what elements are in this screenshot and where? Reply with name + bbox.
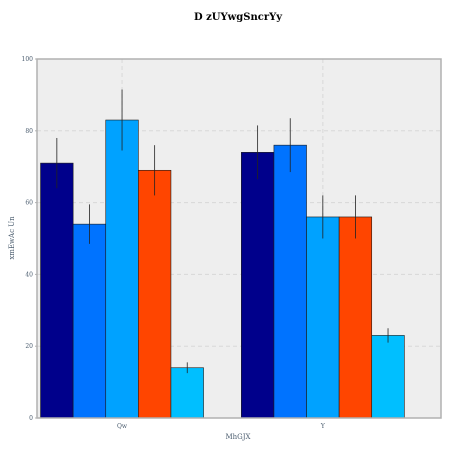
x-axis-label: MhGJX xyxy=(225,433,250,441)
x-tick-label: Qw xyxy=(117,423,128,430)
y-axis-label: xmEwAc Un xyxy=(8,216,16,260)
y-tick-label: 40 xyxy=(25,271,33,278)
bar xyxy=(273,144,307,419)
x-tick-label: Y xyxy=(320,423,326,430)
y-tick-label: 0 xyxy=(29,415,33,422)
axis-ticks: 0 20 40 60 80 100 Qw Y xyxy=(22,56,326,430)
y-tick-label: 20 xyxy=(25,343,33,350)
bar xyxy=(170,367,204,419)
bar xyxy=(105,119,139,419)
plot-frame xyxy=(36,58,442,419)
bar xyxy=(371,335,405,419)
y-tick-label: 60 xyxy=(25,200,33,207)
y-tick-label: 100 xyxy=(22,56,34,63)
bar xyxy=(40,162,74,419)
bar xyxy=(338,216,373,419)
chart-title: D zUYwgSncrYy xyxy=(194,12,283,23)
bar xyxy=(241,152,275,419)
bar xyxy=(306,216,340,419)
bars xyxy=(40,119,405,419)
error-bars xyxy=(56,89,389,374)
bar xyxy=(72,223,107,419)
y-tick-label: 80 xyxy=(25,128,33,135)
bar xyxy=(138,169,172,419)
